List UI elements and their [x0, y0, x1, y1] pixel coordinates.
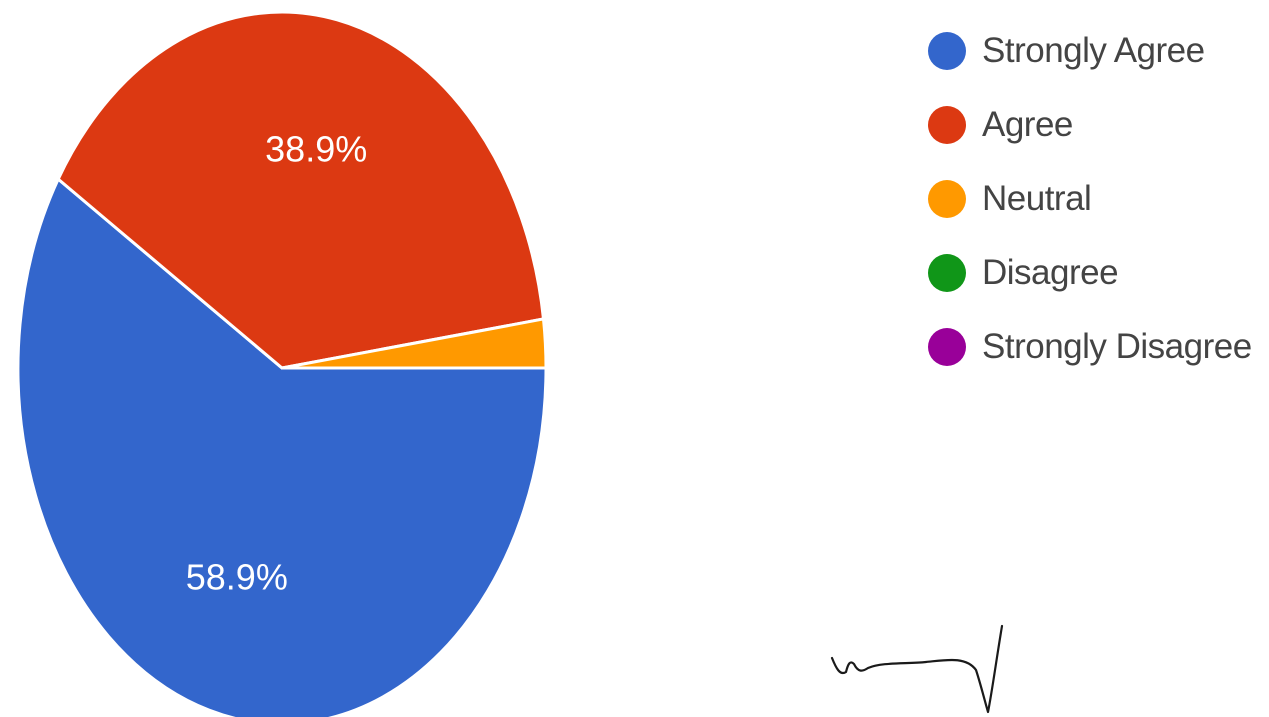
chart-legend: Strongly Agree Agree Neutral Disagree Strong… [928, 14, 1268, 384]
legend-item-agree: Agree [928, 88, 1268, 162]
legend-swatch [928, 328, 966, 366]
legend-label: Strongly Agree [982, 31, 1205, 70]
legend-item-strongly-agree: Strongly Agree [928, 14, 1268, 88]
legend-swatch [928, 180, 966, 218]
legend-swatch [928, 254, 966, 292]
legend-swatch [928, 32, 966, 70]
legend-label: Agree [982, 105, 1073, 144]
legend-item-strongly-disagree: Strongly Disagree [928, 310, 1268, 384]
legend-swatch [928, 106, 966, 144]
legend-label: Strongly Disagree [982, 327, 1252, 366]
legend-item-neutral: Neutral [928, 162, 1268, 236]
handwritten-signature [830, 624, 1004, 714]
legend-item-disagree: Disagree [928, 236, 1268, 310]
pie-slice-strongly-agree [16, 176, 548, 717]
legend-label: Disagree [982, 253, 1119, 292]
pie-slice-neutral [281, 317, 548, 370]
slice-label-agree: 38.9% [265, 129, 367, 170]
pie-slice-agree [56, 10, 546, 370]
pie-slices [16, 10, 548, 717]
legend-label: Neutral [982, 179, 1092, 218]
pie-slice-labels: 58.9% 38.9% [186, 129, 367, 598]
slice-label-strongly-agree: 58.9% [186, 557, 288, 598]
